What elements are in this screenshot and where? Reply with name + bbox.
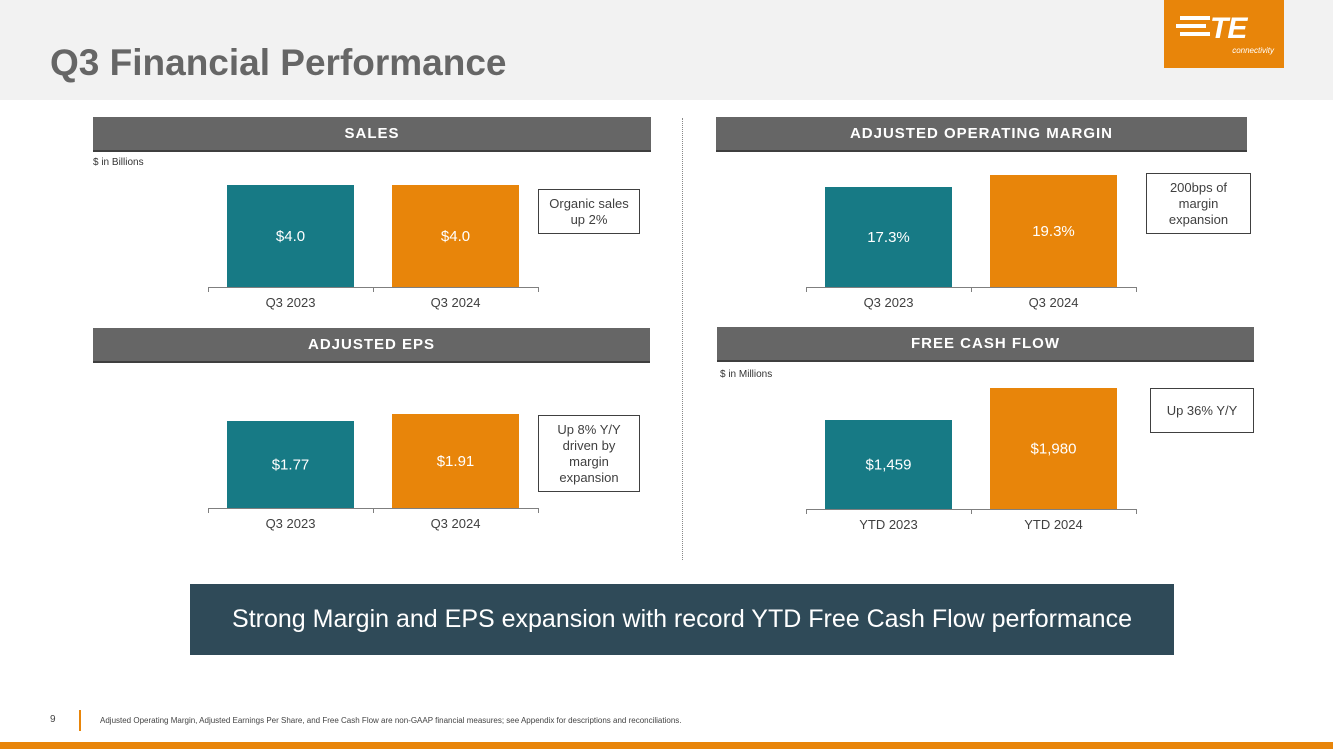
margin-category-label: Q3 2023 <box>864 295 914 310</box>
summary-banner: Strong Margin and EPS expansion with rec… <box>190 584 1174 655</box>
fcf-chart: $1,459 YTD 2023 $1,980 YTD 2024 <box>806 388 1137 532</box>
logo-subtext: connectivity <box>1232 46 1274 55</box>
logo-stripes-icon <box>1176 16 1210 36</box>
panel-divider <box>682 118 683 560</box>
page-title: Q3 Financial Performance <box>50 42 507 83</box>
eps-data-label: $1.77 <box>272 457 310 474</box>
margin-callout: 200bps of margin expansion <box>1146 173 1251 234</box>
te-connectivity-logo: TE connectivity <box>1164 0 1284 68</box>
sales-data-label: $4.0 <box>276 228 305 245</box>
fcf-unit-label: $ in Millions <box>720 369 773 380</box>
eps-category-label: Q3 2024 <box>431 516 481 531</box>
sales-category-label: Q3 2023 <box>266 295 316 310</box>
eps-callout: Up 8% Y/Y driven by margin expansion <box>538 415 640 492</box>
header-band <box>0 0 1333 100</box>
fcf-data-label: $1,980 <box>1031 441 1077 458</box>
eps-header: ADJUSTED EPS <box>93 328 650 363</box>
margin-category-label: Q3 2024 <box>1029 295 1079 310</box>
eps-chart: $1.77 Q3 2023 $1.91 Q3 2024 <box>208 414 539 531</box>
fcf-data-label: $1,459 <box>866 457 912 474</box>
fcf-bar <box>990 388 1117 509</box>
fcf-header: FREE CASH FLOW <box>717 327 1254 362</box>
page-number: 9 <box>50 714 56 725</box>
margin-header: ADJUSTED OPERATING MARGIN <box>716 117 1247 152</box>
margin-bar <box>825 187 952 287</box>
sales-callout: Organic sales up 2% <box>538 189 640 234</box>
sales-data-label: $4.0 <box>441 228 470 245</box>
eps-bar <box>227 421 354 508</box>
margin-chart: 17.3% Q3 2023 19.3% Q3 2024 <box>806 175 1137 310</box>
sales-bar <box>392 185 519 287</box>
bottom-accent-bar <box>0 742 1333 749</box>
eps-bar <box>392 414 519 508</box>
sales-category-label: Q3 2024 <box>431 295 481 310</box>
eps-data-label: $1.91 <box>437 453 475 470</box>
logo-text: TE <box>1210 12 1247 45</box>
sales-unit-label: $ in Billions <box>93 157 144 168</box>
margin-bar <box>990 175 1117 287</box>
fcf-category-label: YTD 2023 <box>859 517 918 532</box>
sales-bar <box>227 185 354 287</box>
margin-data-label: 17.3% <box>867 229 910 246</box>
eps-category-label: Q3 2023 <box>266 516 316 531</box>
fcf-callout: Up 36% Y/Y <box>1150 388 1254 433</box>
footnote: Adjusted Operating Margin, Adjusted Earn… <box>100 716 682 725</box>
margin-data-label: 19.3% <box>1032 223 1075 240</box>
sales-header: SALES <box>93 117 651 152</box>
footer-separator <box>79 710 81 731</box>
fcf-category-label: YTD 2024 <box>1024 517 1083 532</box>
fcf-bar <box>825 420 952 509</box>
sales-chart: $4.0 Q3 2023 $4.0 Q3 2024 <box>208 185 539 310</box>
